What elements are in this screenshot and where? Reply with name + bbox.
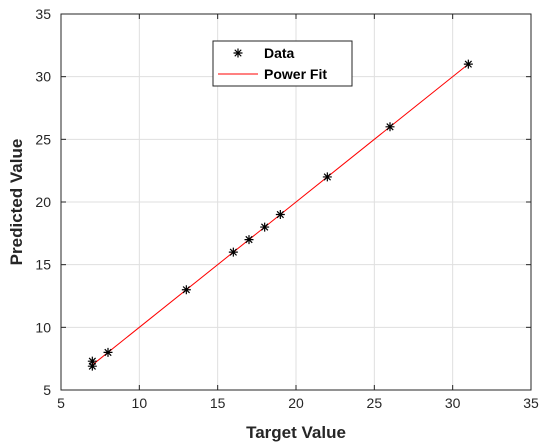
data-point xyxy=(233,48,243,58)
y-tick-label: 25 xyxy=(35,131,51,147)
x-tick-label: 15 xyxy=(210,395,226,411)
data-point xyxy=(275,210,285,220)
x-tick-label: 20 xyxy=(288,395,304,411)
x-axis-label: Target Value xyxy=(246,423,346,442)
y-tick-label: 10 xyxy=(35,319,51,335)
x-tick-label: 35 xyxy=(523,395,539,411)
data-point xyxy=(181,285,191,295)
x-tick-label: 5 xyxy=(57,395,65,411)
data-point xyxy=(103,347,113,357)
y-tick-label: 20 xyxy=(35,194,51,210)
data-point xyxy=(463,59,473,69)
data-point xyxy=(260,222,270,232)
data-point xyxy=(228,247,238,257)
ticks: 5 10 15 20 25 30 35 5 10 15 20 25 30 35 xyxy=(35,6,539,411)
y-tick-label: 15 xyxy=(35,257,51,273)
y-tick-label: 5 xyxy=(43,382,51,398)
data-point xyxy=(87,356,97,366)
data-point xyxy=(87,361,97,371)
x-tick-label: 30 xyxy=(445,395,461,411)
data-point xyxy=(322,172,332,182)
y-tick-label: 35 xyxy=(35,6,51,22)
legend-label-data: Data xyxy=(264,45,295,61)
y-axis-label: Predicted Value xyxy=(7,139,26,266)
x-tick-label: 25 xyxy=(367,395,383,411)
plot-area xyxy=(87,59,473,371)
legend: Data Power Fit xyxy=(212,40,353,87)
legend-label-power-fit: Power Fit xyxy=(264,66,327,82)
legend-marker-data xyxy=(233,48,243,58)
data-point xyxy=(244,235,254,245)
data-point xyxy=(385,122,395,132)
y-tick-label: 30 xyxy=(35,69,51,85)
legend-box xyxy=(212,40,353,87)
x-tick-label: 10 xyxy=(132,395,148,411)
